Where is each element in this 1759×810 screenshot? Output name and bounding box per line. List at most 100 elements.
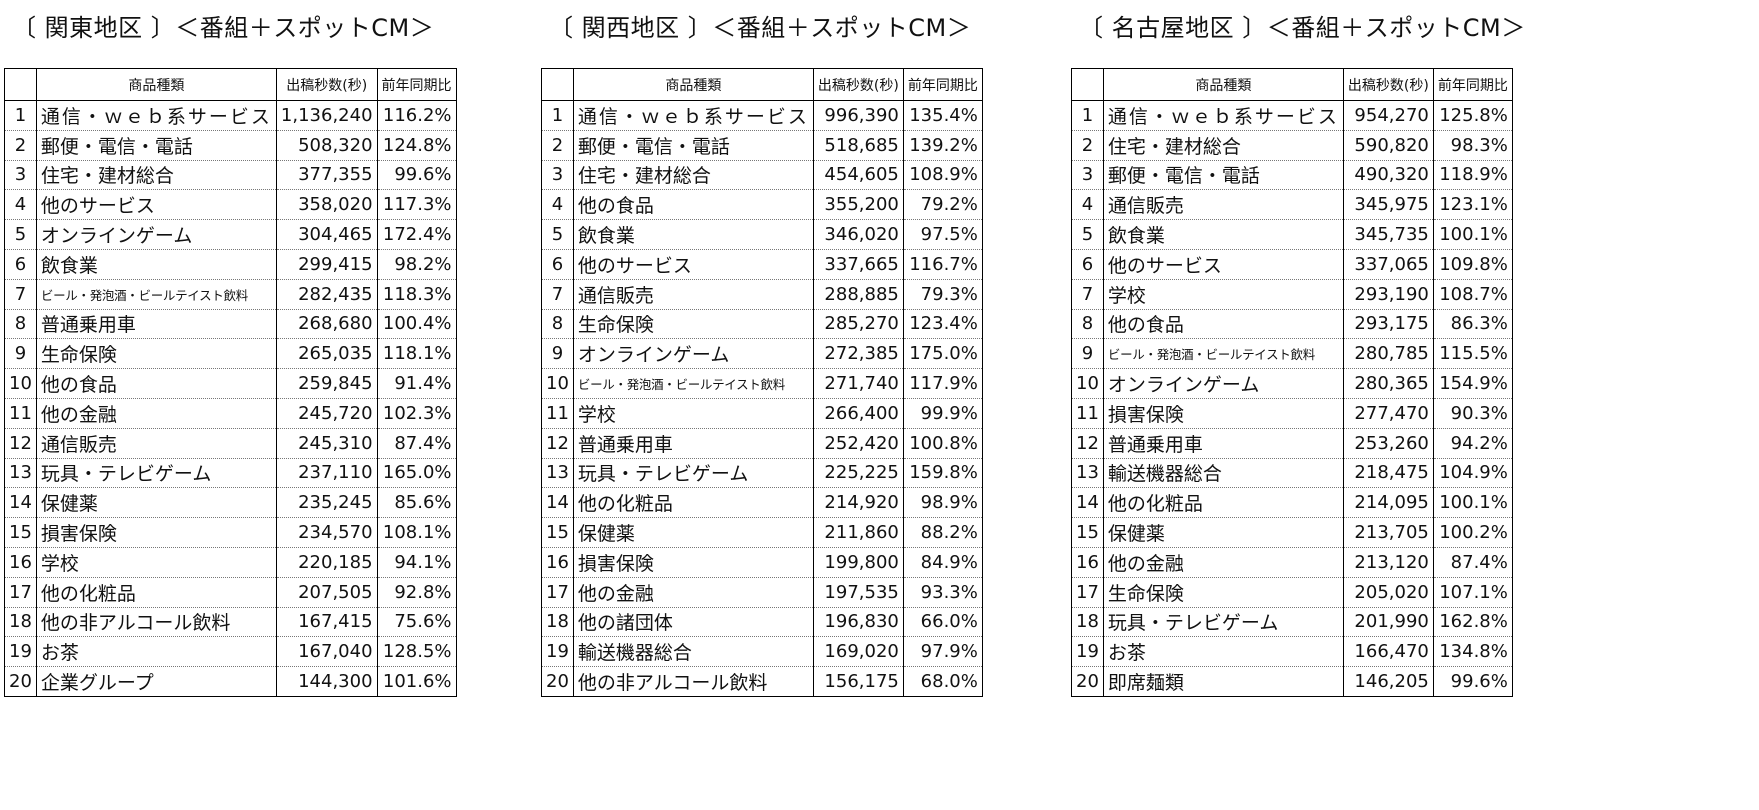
table-row: 3 住宅・建材総合 377,355 99.6%	[4, 160, 457, 191]
ratio-cell: 108.9%	[902, 160, 983, 191]
category-cell: 他のサービス	[1102, 249, 1344, 280]
seconds-cell: 346,020	[812, 219, 904, 250]
rank-cell: 18	[1071, 607, 1104, 638]
table-row: 6 他のサービス 337,665 116.7%	[541, 249, 983, 280]
rank-cell: 17	[541, 577, 574, 608]
category-cell: 生命保険	[1102, 577, 1344, 608]
seconds-cell: 345,975	[1342, 189, 1434, 221]
ranking-table: 商品種類 出稿秒数(秒) 前年同期比 1 通信・ｗｅｂ系サービス 996,390 135.4…	[541, 68, 983, 697]
table-row: 18 他の非アルコール飲料 167,415 75.6%	[4, 607, 457, 638]
seconds-cell: 213,705	[1342, 517, 1434, 548]
rank-cell: 9	[1071, 338, 1104, 370]
rank-cell: 9	[541, 338, 574, 370]
rank-cell: 16	[4, 547, 37, 578]
ratio-cell: 99.9%	[902, 398, 983, 429]
ratio-cell: 94.2%	[1432, 428, 1513, 459]
category-cell: 学校	[35, 547, 277, 578]
category-cell: 住宅・建材総合	[1102, 130, 1344, 161]
rank-cell: 14	[1071, 487, 1104, 519]
ratio-cell: 175.0%	[902, 338, 983, 370]
ratio-cell: 108.7%	[1432, 279, 1513, 310]
category-cell: 他のサービス	[572, 249, 814, 280]
table-row: 20 企業グループ 144,300 101.6%	[4, 666, 457, 697]
header-seconds: 出稿秒数(秒)	[1342, 68, 1434, 101]
ratio-cell: 91.4%	[376, 368, 457, 399]
ranking-table: 商品種類 出稿秒数(秒) 前年同期比 1 通信・ｗｅｂ系サービス 954,270 125.8…	[1071, 68, 1513, 697]
rank-cell: 11	[541, 398, 574, 429]
rank-cell: 20	[1071, 666, 1104, 697]
rank-cell: 10	[541, 368, 574, 399]
ratio-cell: 93.3%	[902, 577, 983, 608]
ratio-cell: 86.3%	[1432, 309, 1513, 340]
header-category: 商品種類	[572, 68, 814, 101]
ratio-cell: 92.8%	[376, 577, 457, 608]
category-cell: オンラインゲーム	[572, 338, 814, 370]
category-cell: 即席麺類	[1102, 666, 1344, 697]
ratio-cell: 100.1%	[1432, 219, 1513, 250]
seconds-cell: 234,570	[275, 517, 378, 548]
header-seconds: 出稿秒数(秒)	[812, 68, 904, 101]
rank-cell: 4	[1071, 189, 1104, 221]
category-cell: 保健薬	[1102, 517, 1344, 548]
ranking-table: 商品種類 出稿秒数(秒) 前年同期比 1 通信・ｗｅｂ系サービス 1,136,240 116…	[4, 68, 457, 697]
category-cell: オンラインゲーム	[1102, 368, 1344, 399]
table-row: 14 保健薬 235,245 85.6%	[4, 487, 457, 519]
header-category: 商品種類	[35, 68, 277, 101]
header-row: 商品種類 出稿秒数(秒) 前年同期比	[4, 68, 457, 101]
rank-cell: 7	[1071, 279, 1104, 310]
header-row: 商品種類 出稿秒数(秒) 前年同期比	[541, 68, 983, 101]
rank-cell: 8	[541, 309, 574, 340]
category-cell: 学校	[572, 398, 814, 429]
category-cell: 玩具・テレビゲーム	[572, 458, 814, 489]
seconds-cell: 266,400	[812, 398, 904, 429]
table-row: 15 保健薬 213,705 100.2%	[1071, 517, 1513, 548]
category-cell: 損害保険	[35, 517, 277, 548]
rank-cell: 16	[541, 547, 574, 578]
seconds-cell: 169,020	[812, 636, 904, 668]
ratio-cell: 165.0%	[376, 458, 457, 489]
rank-cell: 16	[1071, 547, 1104, 578]
seconds-cell: 197,535	[812, 577, 904, 608]
table-row: 16 損害保険 199,800 84.9%	[541, 547, 983, 578]
ratio-cell: 118.1%	[376, 338, 457, 370]
rank-cell: 20	[4, 666, 37, 697]
rank-cell: 10	[4, 368, 37, 399]
rank-cell: 1	[541, 100, 574, 131]
rank-cell: 3	[541, 160, 574, 191]
table-row: 2 郵便・電信・電話 518,685 139.2%	[541, 130, 983, 161]
ratio-cell: 135.4%	[902, 100, 983, 131]
ratio-cell: 97.5%	[902, 219, 983, 250]
rank-cell: 12	[1071, 428, 1104, 459]
table-row: 19 お茶 166,470 134.8%	[1071, 636, 1513, 668]
seconds-cell: 280,785	[1342, 338, 1434, 370]
seconds-cell: 271,740	[812, 368, 904, 399]
rank-cell: 4	[541, 189, 574, 221]
ratio-cell: 123.1%	[1432, 189, 1513, 221]
rank-cell: 6	[541, 249, 574, 280]
category-cell: 他のサービス	[35, 189, 277, 221]
category-cell: お茶	[35, 636, 277, 668]
table-row: 14 他の化粧品 214,920 98.9%	[541, 487, 983, 519]
seconds-cell: 245,310	[275, 428, 378, 459]
region-title: 〔 名古屋地区 〕＜番組＋スポットCM＞	[1079, 14, 1526, 42]
seconds-cell: 293,190	[1342, 279, 1434, 310]
table-row: 13 玩具・テレビゲーム 225,225 159.8%	[541, 458, 983, 489]
seconds-cell: 954,270	[1342, 100, 1434, 131]
rank-cell: 15	[1071, 517, 1104, 548]
table-row: 17 生命保険 205,020 107.1%	[1071, 577, 1513, 608]
seconds-cell: 167,040	[275, 636, 378, 668]
ratio-cell: 117.3%	[376, 189, 457, 221]
seconds-cell: 196,830	[812, 607, 904, 638]
category-cell: ビール・発泡酒・ビールテイスト飲料	[572, 368, 814, 399]
table-row: 9 オンラインゲーム 272,385 175.0%	[541, 338, 983, 370]
category-cell: 他の非アルコール飲料	[35, 607, 277, 638]
ratio-cell: 87.4%	[1432, 547, 1513, 578]
ratio-cell: 100.2%	[1432, 517, 1513, 548]
table-row: 6 他のサービス 337,065 109.8%	[1071, 249, 1513, 280]
rank-cell: 11	[1071, 398, 1104, 429]
region-title: 〔 関西地区 〕＜番組＋スポットCM＞	[549, 14, 972, 42]
seconds-cell: 207,505	[275, 577, 378, 608]
category-cell: 他の化粧品	[35, 577, 277, 608]
rank-cell: 2	[4, 130, 37, 161]
header-ratio: 前年同期比	[1432, 68, 1513, 101]
